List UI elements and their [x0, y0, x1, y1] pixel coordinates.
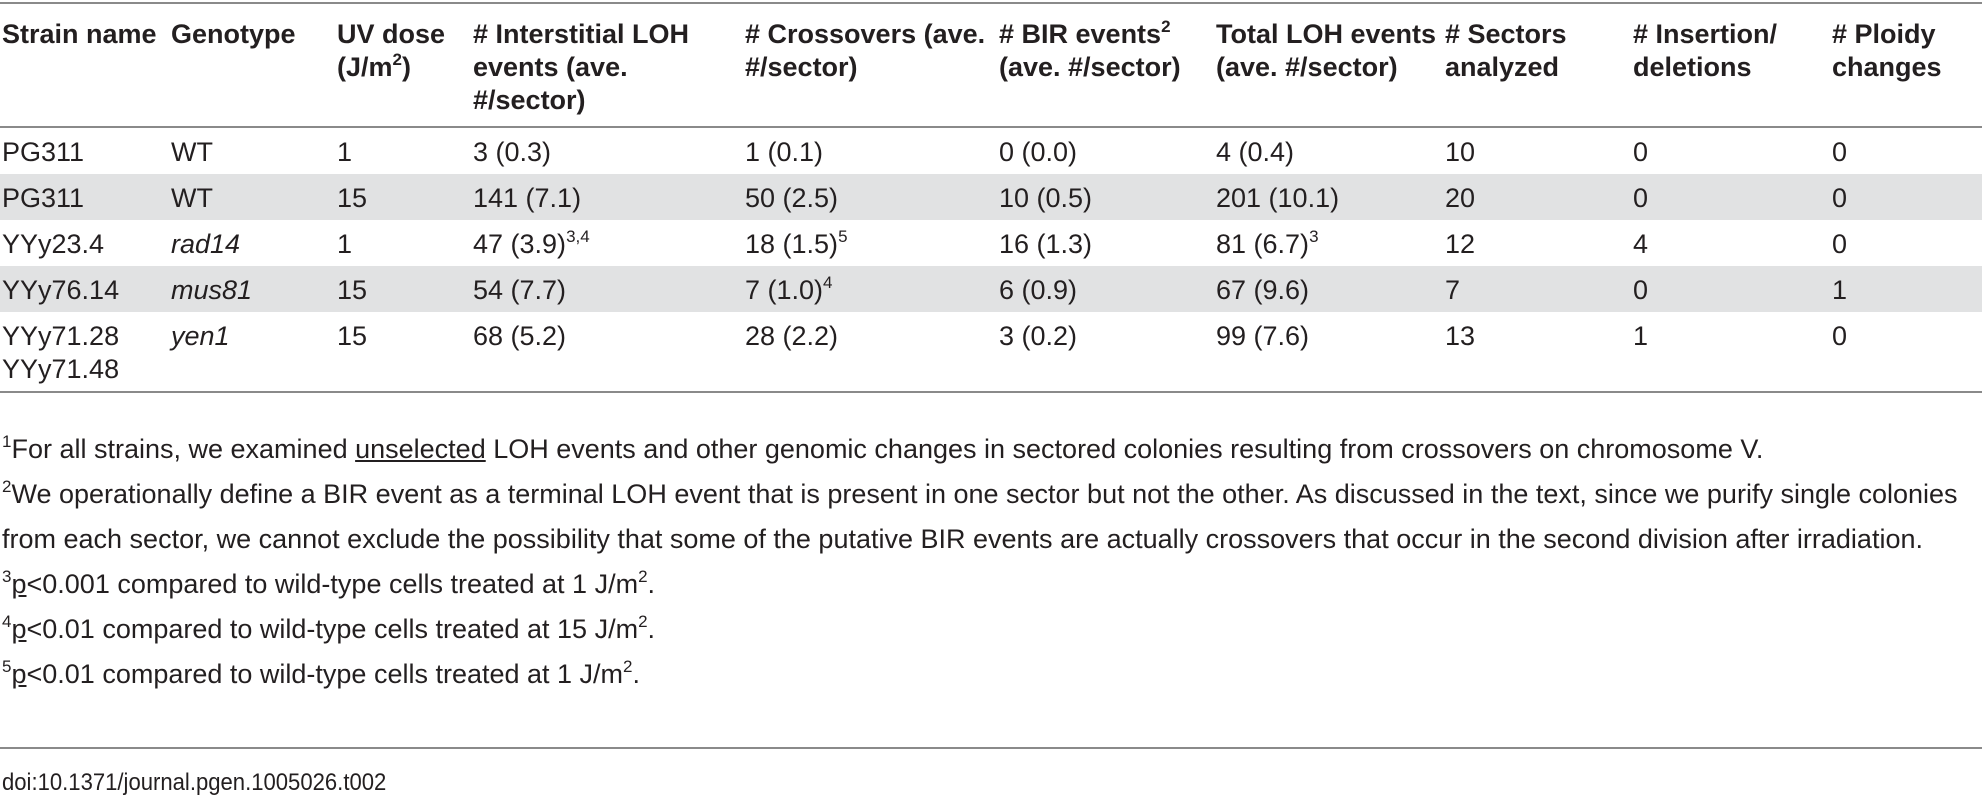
footnote-4: 4p<0.01 compared to wild-type cells trea…: [2, 612, 656, 644]
cell-strain: PG311: [0, 174, 170, 220]
cell-strain: YYy76.14: [0, 266, 170, 312]
cell-ploidy: 1: [1831, 266, 1982, 312]
cell-total-loh: 99 (7.6): [1216, 321, 1310, 351]
table-row: YYy23.4 rad14 1 47 (3.9)3,4 18 (1.5)5 16…: [0, 220, 1982, 266]
cell-bir: 6 (0.9): [998, 266, 1215, 312]
footnote-ref: 3,4: [566, 227, 590, 246]
footnote-2: 2We operationally define a BIR event as …: [2, 477, 1958, 554]
cell-indels: 4: [1633, 229, 1649, 259]
table-row: YYy76.14 mus81 15 54 (7.7) 7 (1.0)4 6 (0…: [0, 266, 1982, 312]
cell-uv-dose: 15: [337, 321, 368, 351]
header-interstitial: # Interstitial LOH events (ave. #/sector…: [473, 19, 690, 115]
cell-genotype: rad14: [171, 229, 241, 259]
header-strain: Strain name: [2, 19, 157, 49]
footnote-3: 3p<0.001 compared to wild-type cells tre…: [2, 567, 656, 599]
header-ploidy: # Ploidy changes: [1832, 19, 1942, 82]
cell-interstitial: 54 (7.7): [472, 266, 744, 312]
cell-sectors: 7: [1444, 266, 1632, 312]
cell-bir: 16 (1.3): [999, 229, 1093, 259]
cell-indels: 1: [1633, 321, 1649, 351]
cell-sectors: 20: [1444, 174, 1632, 220]
cell-strain: YYy23.4: [2, 229, 105, 259]
cell-genotype: WT: [170, 174, 336, 220]
cell-bir: 3 (0.2): [999, 321, 1078, 351]
footnote-1: 1For all strains, we examined unselected…: [2, 432, 1764, 464]
cell-bir: 10 (0.5): [998, 174, 1215, 220]
cell-crossovers: 7 (1.0)4: [744, 266, 998, 312]
table-row: PG311 WT 1 3 (0.3) 1 (0.1) 0 (0.0) 4 (0.…: [0, 127, 1982, 174]
cell-strain: PG311: [2, 137, 85, 167]
header-uv-dose: UV dose (J/m2): [337, 19, 446, 82]
header-crossovers: # Crossovers (ave. #/sector): [745, 19, 986, 82]
cell-interstitial: 68 (5.2): [473, 321, 567, 351]
cell-crossovers: 1 (0.1): [745, 137, 824, 167]
table-body: PG311 WT 1 3 (0.3) 1 (0.1) 0 (0.0) 4 (0.…: [0, 127, 1982, 392]
cell-bir: 0 (0.0): [999, 137, 1078, 167]
cell-uv-dose: 15: [336, 266, 472, 312]
table-row: YYy71.28 YYy71.48 yen1 15 68 (5.2) 28 (2.…: [0, 312, 1982, 392]
cell-interstitial: 3 (0.3): [473, 137, 552, 167]
results-table: Strain name Genotype UV dose (J/m2) # In…: [0, 2, 1982, 393]
cell-indels: 0: [1632, 174, 1831, 220]
cell-sectors: 12: [1445, 229, 1476, 259]
table-header: Strain name Genotype UV dose (J/m2) # In…: [0, 3, 1982, 127]
cell-uv-dose: 1: [337, 229, 353, 259]
doi-link[interactable]: doi:10.1371/journal.pgen.1005026.t002: [2, 769, 387, 796]
header-total-loh: Total LOH events (ave. #/sector): [1216, 19, 1437, 82]
cell-interstitial: 47 (3.9)3,4: [473, 227, 590, 259]
footnote-ref: 4: [823, 273, 833, 292]
table-row: PG311 WT 15 141 (7.1) 50 (2.5) 10 (0.5) …: [0, 174, 1982, 220]
cell-total-loh: 67 (9.6): [1215, 266, 1444, 312]
cell-crossovers: 50 (2.5): [744, 174, 998, 220]
cell-crossovers: 28 (2.2): [745, 321, 839, 351]
doi-divider: [0, 747, 1982, 749]
cell-sectors: 13: [1445, 321, 1476, 351]
cell-genotype: yen1: [171, 321, 230, 351]
cell-genotype: mus81: [170, 266, 336, 312]
cell-indels: 0: [1632, 266, 1831, 312]
cell-sectors: 10: [1445, 137, 1476, 167]
cell-uv-dose: 15: [336, 174, 472, 220]
cell-genotype: WT: [171, 137, 213, 167]
cell-indels: 0: [1633, 137, 1649, 167]
cell-total-loh: 81 (6.7)3: [1216, 227, 1319, 259]
header-genotype: Genotype: [171, 19, 296, 49]
footnote-5: 5p<0.01 compared to wild-type cells trea…: [2, 657, 641, 689]
header-bir: # BIR events2 (ave. #/sector): [999, 17, 1181, 82]
cell-ploidy: 0: [1832, 321, 1848, 351]
cell-ploidy: 0: [1832, 229, 1848, 259]
table-footnotes: 1For all strains, we examined unselected…: [2, 427, 1977, 697]
header-sectors: # Sectors analyzed: [1445, 19, 1567, 82]
cell-uv-dose: 1: [337, 137, 353, 167]
footnote-ref: 5: [838, 227, 848, 246]
footnote-ref: 3: [1309, 227, 1319, 246]
cell-strain: YYy71.28 YYy71.48: [2, 321, 120, 384]
header-row: Strain name Genotype UV dose (J/m2) # In…: [0, 3, 1982, 127]
header-indels: # Insertion/ deletions: [1633, 19, 1778, 82]
cell-total-loh: 4 (0.4): [1216, 137, 1295, 167]
cell-interstitial: 141 (7.1): [472, 174, 744, 220]
cell-ploidy: 0: [1831, 174, 1982, 220]
cell-total-loh: 201 (10.1): [1215, 174, 1444, 220]
cell-crossovers: 18 (1.5)5: [745, 227, 848, 259]
cell-ploidy: 0: [1832, 137, 1848, 167]
